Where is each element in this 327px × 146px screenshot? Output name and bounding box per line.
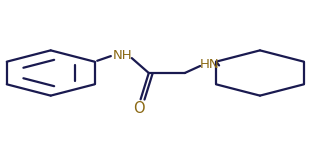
Text: HN: HN (199, 58, 219, 71)
Text: O: O (133, 101, 145, 115)
Text: NH: NH (113, 49, 132, 62)
